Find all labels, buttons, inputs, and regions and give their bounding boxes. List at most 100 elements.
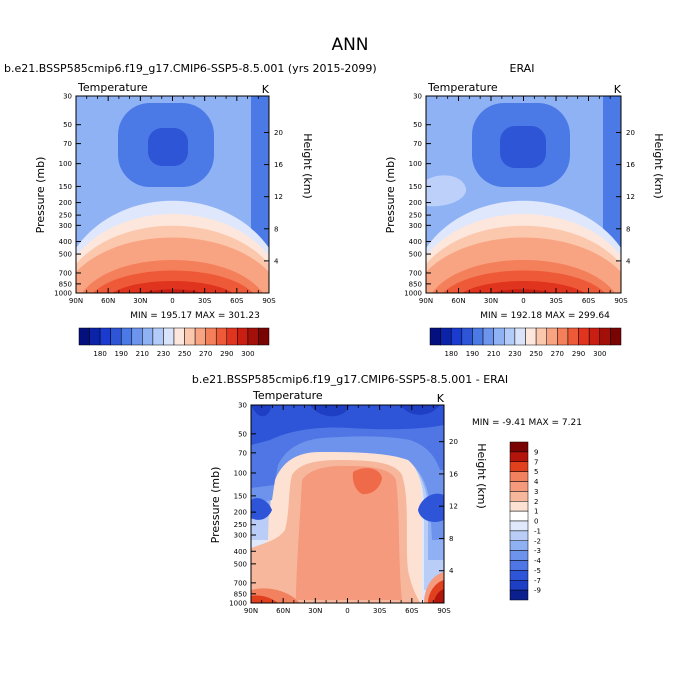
y-tick-label: 150 <box>409 183 422 191</box>
colorbar-label: 180 <box>93 350 106 358</box>
panel-model: b.e21.BSSP585cmip6.f19_g17.CMIP6-SSP5-8.… <box>4 62 377 358</box>
colorbar-label: -3 <box>534 547 541 555</box>
colorbar-swatch <box>504 327 516 346</box>
colorbar-swatch <box>142 327 154 346</box>
colorbar-swatch <box>535 327 547 346</box>
y-tick-label: 50 <box>63 121 72 129</box>
y-tick-label: 30 <box>63 93 72 101</box>
x-tick-label: 30S <box>549 297 563 305</box>
y-tick-label: 400 <box>409 238 422 246</box>
min-max-stats: MIN = 192.18 MAX = 299.64 <box>480 311 610 321</box>
x-tick-label: 0 <box>521 297 525 305</box>
y2-tick-label: 4 <box>274 257 279 265</box>
colorbar-label: -5 <box>534 567 541 575</box>
colorbar-label: -9 <box>534 587 541 595</box>
colorbar-label: 290 <box>572 350 585 358</box>
units-label: K <box>614 83 622 96</box>
panel-title: b.e21.BSSP585cmip6.f19_g17.CMIP6-SSP5-8.… <box>4 62 377 75</box>
y-tick-label: 50 <box>413 121 422 129</box>
colorbar-label: 0 <box>534 518 538 526</box>
colorbar-swatch <box>461 327 473 346</box>
y2-tick-label: 4 <box>626 257 631 265</box>
y-tick-label: 30 <box>413 93 422 101</box>
y2-axis-label: Height (km) <box>652 133 665 199</box>
colorbar-swatch <box>509 530 529 541</box>
contour-field <box>251 405 444 603</box>
y2-tick-label: 8 <box>274 225 278 233</box>
colorbar-swatch <box>509 501 529 512</box>
colorbar-swatch <box>546 327 558 346</box>
colorbar-swatch <box>173 327 185 346</box>
colorbar-label: 210 <box>136 350 149 358</box>
colorbar-swatch <box>440 327 452 346</box>
x-tick-label: 60N <box>276 607 290 615</box>
y2-tick-label: 12 <box>449 503 458 511</box>
x-tick-label: 60S <box>582 297 596 305</box>
y2-tick-label: 20 <box>274 129 283 137</box>
x-tick-label: 30N <box>484 297 498 305</box>
colorbar-swatch <box>599 327 611 346</box>
y-axis-label: Pressure (mb) <box>34 157 47 234</box>
colorbar-swatch <box>509 570 529 581</box>
colorbar-swatch <box>509 520 529 532</box>
colorbar-label: 270 <box>551 350 564 358</box>
colorbar-swatch <box>509 589 529 601</box>
y2-tick-label: 12 <box>274 193 283 201</box>
x-tick-label: 90S <box>262 297 276 305</box>
y2-axis-label: Height (km) <box>475 443 488 509</box>
colorbar-swatch <box>152 327 164 346</box>
x-tick-label: 90S <box>614 297 628 305</box>
y-tick-label: 700 <box>409 269 422 277</box>
colorbar-label: 4 <box>534 478 539 486</box>
y2-axis-label: Height (km) <box>301 133 314 199</box>
colorbar-swatch <box>509 471 529 482</box>
y-tick-label: 500 <box>409 251 422 259</box>
x-tick-label: 90N <box>69 297 83 305</box>
colorbar-label: 210 <box>487 350 500 358</box>
x-tick-label: 30N <box>133 297 147 305</box>
contour-field <box>76 96 269 293</box>
y-tick-label: 1000 <box>229 600 247 608</box>
colorbar-swatch <box>215 327 228 346</box>
y-tick-label: 500 <box>234 560 247 568</box>
colorbar-swatch <box>194 327 206 346</box>
colorbar-swatch <box>557 327 569 346</box>
colorbar-swatch <box>184 327 196 346</box>
colorbar-label: 5 <box>534 468 538 476</box>
y-axis-label: Pressure (mb) <box>209 467 222 544</box>
x-tick-label: 30S <box>198 297 212 305</box>
y2-tick-label: 16 <box>274 161 283 169</box>
colorbar-label: -1 <box>534 527 541 535</box>
colorbar-label: -4 <box>534 557 542 565</box>
colorbar-label: 1 <box>534 508 538 516</box>
colorbar-swatch <box>429 327 441 346</box>
colorbar-swatch <box>493 327 505 346</box>
y-tick-label: 200 <box>409 199 422 207</box>
y-tick-label: 100 <box>409 160 422 168</box>
colorbar-swatch <box>509 481 529 492</box>
min-max-stats: MIN = 195.17 MAX = 301.23 <box>130 311 260 321</box>
y-tick-label: 30 <box>238 402 247 410</box>
colorbar-swatch <box>258 327 270 346</box>
colorbar-label: 2 <box>534 498 538 506</box>
colorbar-swatch <box>509 560 529 571</box>
y-tick-label: 1000 <box>54 290 72 298</box>
x-tick-label: 0 <box>170 297 174 305</box>
y-tick-label: 150 <box>234 492 247 500</box>
colorbar-swatch <box>567 327 579 346</box>
colorbar-swatch <box>514 327 526 346</box>
y-tick-label: 150 <box>59 183 72 191</box>
y2-tick-label: 4 <box>449 567 454 575</box>
y-tick-label: 700 <box>234 579 247 587</box>
x-tick-label: 90N <box>244 607 258 615</box>
y2-tick-label: 20 <box>449 438 458 446</box>
colorbar-label: -7 <box>534 577 541 585</box>
units-label: K <box>437 392 445 405</box>
x-tick-label: 90N <box>419 297 433 305</box>
axis-ticks: 90N 60N 30N 0 30S 60S 90S 30 50 70 100 150 200 250 300… <box>54 93 283 306</box>
colorbar-label: 9 <box>534 448 538 456</box>
contour-field <box>426 96 621 293</box>
colorbar-swatch <box>588 327 601 346</box>
x-tick-label: 30N <box>308 607 322 615</box>
x-tick-label: 60S <box>405 607 419 615</box>
